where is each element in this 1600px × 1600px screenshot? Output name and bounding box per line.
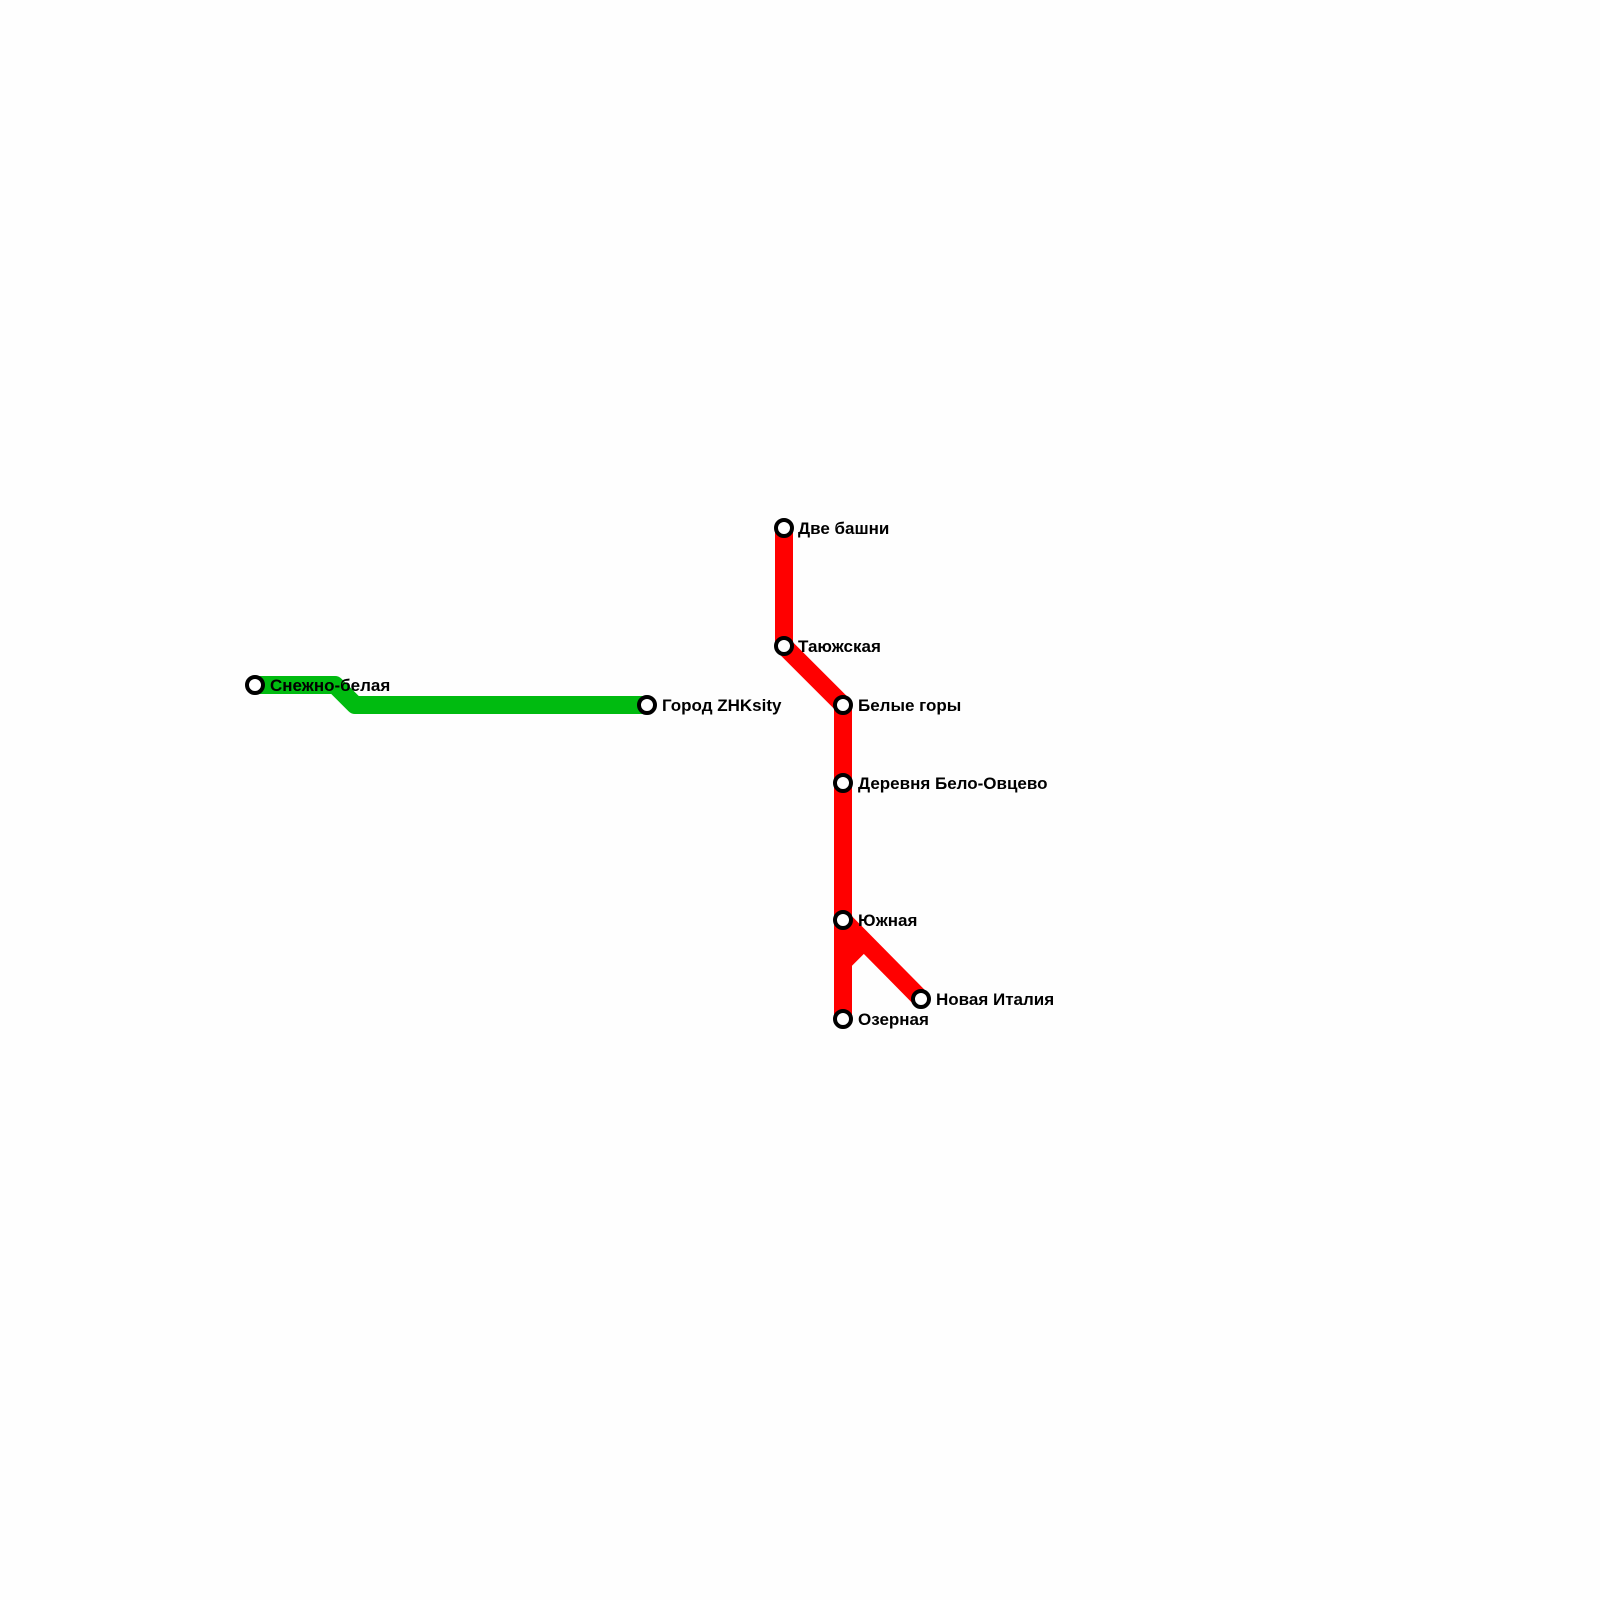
red-line-branch: [836, 913, 928, 1006]
station-dve-bashni[interactable]: Две башни: [774, 518, 889, 538]
station-label: Две башни: [798, 519, 889, 538]
station-label: Южная: [858, 911, 917, 930]
red-line-fork: [836, 932, 873, 969]
station-marker[interactable]: [833, 695, 853, 715]
station-marker[interactable]: [774, 636, 794, 656]
station-label: Озерная: [858, 1010, 929, 1029]
station-label: Таюжская: [798, 637, 881, 656]
station-gorod-zhksity[interactable]: Город ZHKsity: [637, 695, 782, 715]
station-label: Деревня Бело-Овцево: [858, 774, 1047, 793]
station-label: Город ZHKsity: [662, 696, 782, 715]
station-derevnya[interactable]: Деревня Бело-Овцево: [833, 773, 1047, 793]
station-ozernaya[interactable]: Озерная: [833, 1009, 929, 1029]
station-label: Новая Италия: [936, 990, 1054, 1009]
station-marker[interactable]: [833, 910, 853, 930]
station-novaya-italiya[interactable]: Новая Италия: [911, 989, 1054, 1009]
station-marker[interactable]: [774, 518, 794, 538]
station-snezhno-belaya[interactable]: Снежно-белая: [245, 675, 390, 695]
station-marker[interactable]: [833, 773, 853, 793]
station-label: Белые горы: [858, 696, 961, 715]
station-marker[interactable]: [637, 695, 657, 715]
station-belye-gory[interactable]: Белые горы: [833, 695, 961, 715]
station-marker[interactable]: [911, 989, 931, 1009]
station-yuzhnaya[interactable]: Южная: [833, 910, 917, 930]
station-label: Снежно-белая: [270, 676, 390, 695]
green-line: [255, 676, 647, 714]
red-line-main: [775, 528, 852, 1019]
station-marker[interactable]: [245, 675, 265, 695]
station-marker[interactable]: [833, 1009, 853, 1029]
station-tayuzhskaya[interactable]: Таюжская: [774, 636, 881, 656]
